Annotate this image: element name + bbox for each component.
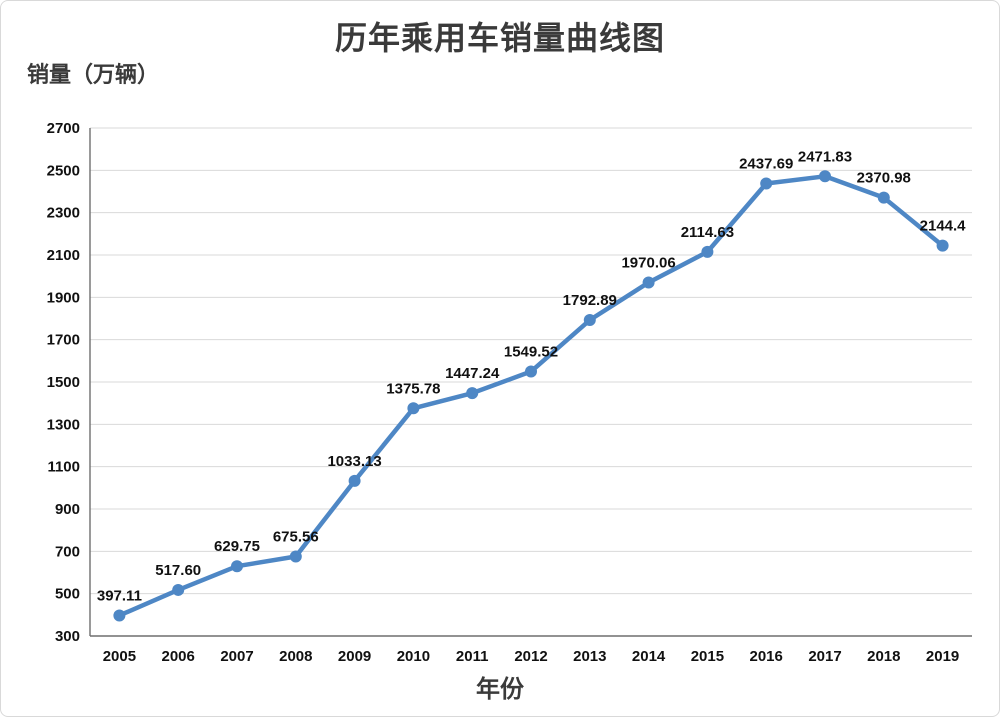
x-tick-label: 2009	[338, 648, 371, 665]
x-tick-label: 2018	[867, 648, 900, 665]
data-point-label: 2471.83	[798, 148, 852, 165]
y-axis-title: 销量（万辆）	[27, 62, 160, 87]
x-tick-label: 2010	[397, 648, 430, 665]
y-tick-label: 700	[55, 543, 80, 560]
data-point-label: 397.11	[97, 587, 142, 604]
data-point	[760, 177, 773, 190]
data-point	[289, 550, 302, 563]
x-tick-label: 2015	[691, 648, 724, 665]
data-point	[525, 365, 537, 378]
chart-title: 历年乘用车销量曲线图	[334, 20, 665, 56]
x-tick-label: 2007	[220, 648, 253, 665]
data-point	[701, 245, 714, 258]
y-tick-label: 2700	[47, 120, 80, 137]
x-tick-label: 2008	[279, 648, 312, 665]
data-point	[936, 239, 949, 252]
x-axis-title: 年份	[476, 676, 524, 703]
y-tick-label: 1300	[47, 416, 80, 433]
y-tick-label: 1700	[47, 332, 80, 349]
data-point-label: 1033.13	[327, 453, 381, 470]
y-tick-label: 500	[55, 586, 80, 603]
data-point-label: 1970.06	[621, 255, 675, 272]
x-tick-label: 2006	[162, 648, 195, 665]
data-point	[172, 583, 185, 596]
data-point	[231, 560, 243, 573]
x-tick-label: 2005	[103, 648, 136, 665]
data-point-label: 2370.98	[857, 170, 911, 187]
y-tick-label: 1900	[47, 289, 80, 306]
data-point	[819, 170, 831, 183]
data-point	[877, 191, 890, 204]
data-point-label: 517.60	[155, 562, 201, 579]
data-point-label: 1447.24	[445, 365, 500, 382]
data-point-label: 629.75	[214, 538, 260, 555]
data-point-label: 1375.78	[386, 380, 440, 397]
data-point-label: 2437.69	[739, 156, 793, 173]
data-point-label: 675.56	[273, 529, 319, 546]
x-tick-label: 2013	[573, 648, 606, 665]
y-tick-label: 2300	[47, 205, 80, 222]
x-tick-label: 2016	[750, 648, 783, 665]
y-tick-label: 1500	[47, 374, 80, 391]
data-point-label: 2114.63	[681, 224, 734, 241]
data-point	[407, 402, 420, 415]
x-tick-label: 2012	[514, 648, 547, 665]
y-tick-label: 2500	[47, 162, 80, 179]
data-point	[583, 314, 596, 327]
data-point-label: 1549.52	[504, 344, 558, 361]
x-tick-label: 2017	[808, 648, 841, 665]
y-tick-label: 1100	[47, 459, 80, 476]
data-point-label: 1792.89	[563, 292, 617, 309]
data-point	[113, 609, 126, 622]
y-tick-label: 2100	[47, 247, 80, 264]
x-tick-label: 2014	[632, 648, 666, 665]
data-point	[642, 276, 655, 289]
y-tick-label: 900	[55, 501, 80, 518]
data-point	[348, 474, 361, 487]
data-point	[466, 387, 479, 400]
data-point-label: 2144.4	[920, 218, 967, 235]
x-tick-label: 2019	[926, 648, 959, 665]
y-tick-label: 300	[55, 628, 80, 645]
x-tick-label: 2011	[456, 648, 489, 665]
